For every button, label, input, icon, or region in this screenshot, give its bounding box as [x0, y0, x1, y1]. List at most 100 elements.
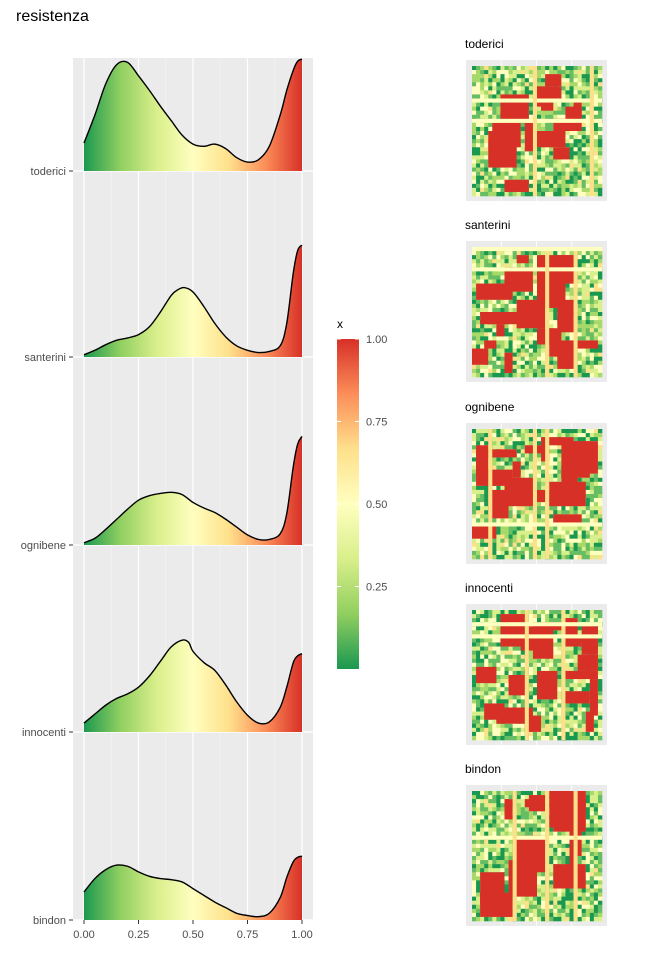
- map-cell: [508, 263, 513, 268]
- map-cell: [472, 795, 477, 800]
- map-cell: [589, 299, 595, 305]
- map-cell: [488, 255, 493, 260]
- map-cell: [472, 799, 477, 804]
- map-cell: [585, 271, 591, 276]
- map-cell: [577, 356, 582, 362]
- map-cell: [496, 839, 501, 845]
- map-cell: [532, 707, 538, 712]
- map-cell: [512, 259, 517, 264]
- map-cell: [488, 263, 493, 268]
- map-cell: [532, 291, 538, 297]
- map-cell: [524, 453, 530, 458]
- colorbar-tick-label: 0.50: [366, 499, 387, 511]
- map-cell: [500, 554, 505, 560]
- map-cell: [597, 498, 603, 503]
- map-cell: [516, 530, 522, 535]
- map-cell: [577, 538, 582, 544]
- map-cell: [585, 851, 591, 857]
- map-cell: [480, 658, 485, 664]
- map-cell: [597, 183, 603, 189]
- map-cell: [512, 255, 517, 260]
- map-cell: [512, 666, 517, 672]
- map-cell: [545, 614, 550, 619]
- map-cell: [597, 131, 603, 136]
- map-cell: [504, 654, 509, 660]
- map-cell: [597, 324, 603, 329]
- map-cell: [504, 691, 509, 696]
- map-cell: [581, 719, 587, 725]
- map-cell: [500, 175, 505, 181]
- map-cell: [516, 658, 522, 664]
- map-cell: [480, 151, 485, 156]
- map-cell: [476, 279, 481, 284]
- map-cell: [561, 106, 566, 111]
- map-cell: [508, 735, 513, 741]
- map-cell: [549, 171, 554, 176]
- map-cell: [553, 638, 558, 643]
- map-cell: [553, 368, 558, 374]
- map-cell: [516, 534, 522, 539]
- map-cell: [508, 658, 513, 664]
- map-cell: [581, 554, 587, 560]
- map-cell: [500, 372, 505, 378]
- map-cell: [597, 477, 603, 483]
- map-cell: [472, 538, 477, 544]
- map-cell: [553, 843, 558, 849]
- map-cell: [508, 530, 513, 535]
- map-cell: [537, 433, 542, 438]
- map-cell: [597, 332, 603, 337]
- map-cell: [472, 630, 477, 635]
- map-block: [585, 711, 594, 732]
- map-cell: [589, 489, 595, 495]
- map-cell: [528, 703, 534, 708]
- map-cell: [484, 856, 489, 861]
- map-cell: [589, 283, 595, 288]
- map-cell: [597, 851, 603, 857]
- map-cell: [508, 851, 513, 857]
- map-cell: [504, 534, 509, 539]
- map-cell: [597, 534, 603, 539]
- map-cell: [492, 823, 497, 828]
- map-cell: [472, 143, 477, 148]
- map-cell: [508, 723, 513, 729]
- map-cell: [504, 171, 509, 176]
- map-cell: [577, 711, 582, 716]
- map-cell: [500, 831, 505, 836]
- map-cell: [593, 433, 599, 438]
- map-cell: [508, 550, 513, 556]
- map-cell: [561, 554, 566, 560]
- map-cell: [565, 506, 570, 511]
- map-cell: [581, 364, 587, 370]
- map-cell: [516, 554, 522, 560]
- map-cell: [520, 368, 526, 374]
- map-cell: [488, 90, 493, 95]
- map-cell: [569, 510, 574, 515]
- map-cell: [528, 368, 534, 374]
- map-cell: [593, 856, 599, 861]
- map-cell: [593, 860, 599, 865]
- map-cell: [480, 90, 485, 95]
- map-cell: [496, 735, 501, 741]
- map-block: [500, 614, 529, 647]
- map-cell: [553, 171, 558, 176]
- map-cell: [597, 303, 603, 309]
- map-cell: [496, 461, 501, 466]
- map-cell: [573, 687, 578, 692]
- map-cell: [589, 839, 595, 845]
- map-cell: [500, 191, 505, 197]
- map-cell: [496, 610, 501, 615]
- map-cell: [496, 675, 501, 680]
- map-cell: [512, 348, 517, 353]
- map-cell: [597, 445, 603, 450]
- map-cell: [492, 263, 497, 268]
- map-cell: [472, 699, 477, 704]
- map-cell: [516, 433, 522, 438]
- map-cell: [508, 437, 513, 442]
- map-cell: [553, 477, 558, 483]
- map-cell: [484, 429, 489, 434]
- map-cell: [589, 518, 595, 523]
- map-cell: [520, 670, 526, 676]
- map-cell: [480, 159, 485, 164]
- map-cell: [480, 489, 485, 495]
- map-cell: [528, 114, 534, 120]
